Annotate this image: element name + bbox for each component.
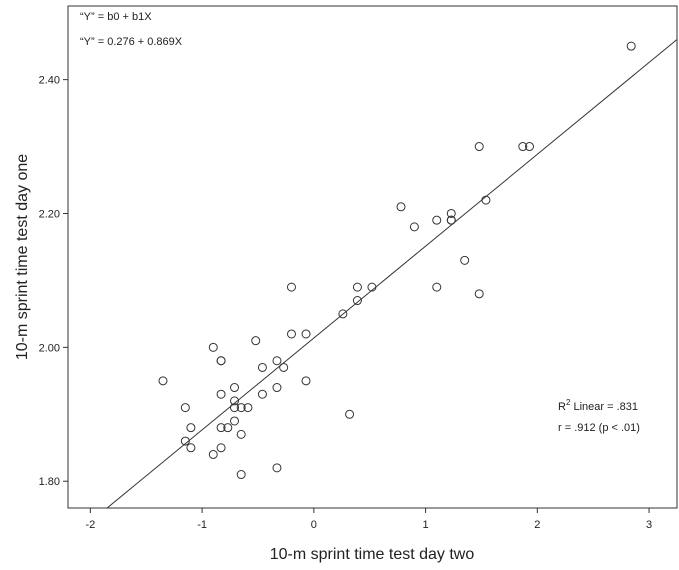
data-point xyxy=(229,383,239,393)
y-tick-label: 2.00 xyxy=(39,342,60,354)
data-point xyxy=(352,296,362,306)
data-point xyxy=(216,423,226,433)
data-point xyxy=(208,342,218,352)
data-point xyxy=(236,429,246,439)
data-point xyxy=(180,403,190,413)
r-squared-annotation: R2 Linear = .831 xyxy=(558,398,638,413)
x-tick-label: 3 xyxy=(646,519,652,531)
data-point xyxy=(432,282,442,292)
y-tick-label: 2.40 xyxy=(39,75,60,87)
data-point xyxy=(272,356,282,366)
x-axis-title: 10-m sprint time test day two xyxy=(270,546,475,563)
data-point xyxy=(208,449,218,459)
data-point xyxy=(180,436,190,446)
data-point xyxy=(251,336,261,346)
data-point xyxy=(158,376,168,386)
y-axis-ticks: 1.80 2.00 2.20 2.40 xyxy=(39,75,68,488)
data-point xyxy=(216,389,226,399)
data-point xyxy=(352,282,362,292)
x-tick-label: -1 xyxy=(197,519,207,531)
data-point xyxy=(474,289,484,299)
data-point xyxy=(524,142,534,152)
data-point xyxy=(446,208,456,218)
x-tick-label: -2 xyxy=(85,519,95,531)
data-point xyxy=(481,195,491,205)
data-point xyxy=(257,362,267,372)
data-point xyxy=(216,443,226,453)
y-axis-title: 10-m sprint time test day one xyxy=(14,154,31,360)
regression-line xyxy=(106,39,678,509)
data-point xyxy=(257,389,267,399)
data-point xyxy=(229,416,239,426)
data-point xyxy=(223,423,233,433)
data-point xyxy=(229,396,239,406)
data-point xyxy=(186,443,196,453)
data-point xyxy=(286,329,296,339)
x-tick-label: 2 xyxy=(534,519,540,531)
y-tick-label: 1.80 xyxy=(39,476,60,488)
x-tick-label: 1 xyxy=(423,519,429,531)
x-tick-label: 0 xyxy=(311,519,317,531)
data-point xyxy=(301,329,311,339)
x-axis-ticks: -2 -1 0 1 2 3 xyxy=(85,508,652,531)
data-point xyxy=(432,215,442,225)
data-point xyxy=(216,356,226,366)
r-annotation: r = .912 (p < .01) xyxy=(558,422,640,434)
data-point xyxy=(626,41,636,51)
data-points xyxy=(158,41,636,480)
data-point xyxy=(446,215,456,225)
data-point xyxy=(396,202,406,212)
data-point xyxy=(186,423,196,433)
r-squared-value: Linear = .831 xyxy=(570,401,638,413)
data-point xyxy=(338,309,348,319)
data-point xyxy=(286,282,296,292)
data-point xyxy=(518,142,528,152)
data-point xyxy=(272,463,282,473)
data-point xyxy=(243,403,253,413)
y-tick-label: 2.20 xyxy=(39,208,60,220)
data-point xyxy=(460,255,470,265)
equation-fit: “Y” = 0.276 + 0.869X xyxy=(80,36,183,48)
equation-general: “Y” = b0 + b1X xyxy=(80,11,152,23)
data-point xyxy=(345,409,355,419)
data-point xyxy=(474,142,484,152)
plot-frame xyxy=(67,5,678,509)
data-point xyxy=(409,222,419,232)
r-squared-superscript: 2 xyxy=(566,398,571,407)
data-point xyxy=(236,403,246,413)
data-point xyxy=(236,470,246,480)
data-point xyxy=(272,383,282,393)
r-squared-prefix: R xyxy=(558,401,566,413)
data-point xyxy=(301,376,311,386)
